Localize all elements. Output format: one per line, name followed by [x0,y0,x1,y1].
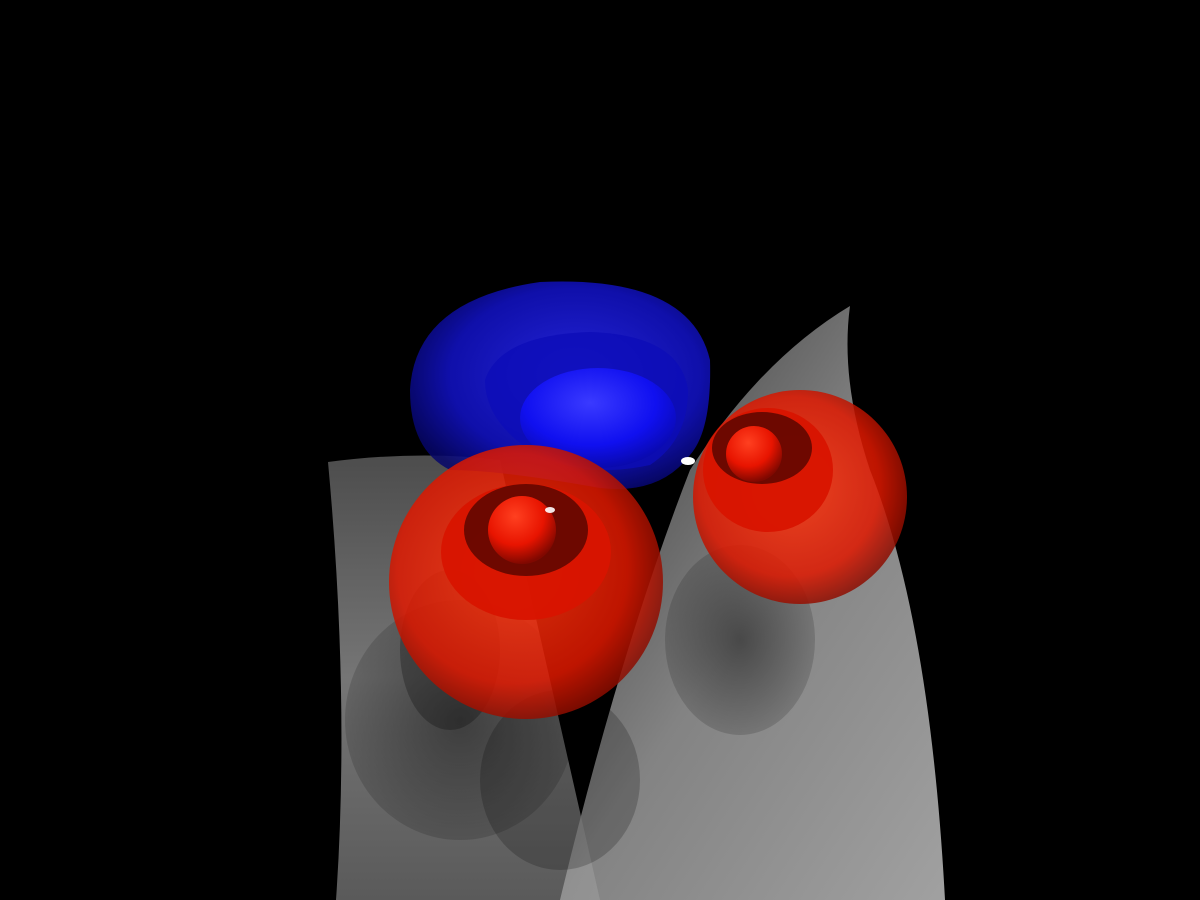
red-lobe-left-core [488,496,556,564]
blue-isosurface-core [520,368,676,468]
white-atom-marker [681,457,695,465]
shadow-center [480,690,640,870]
white-atom-highlight [545,507,555,513]
red-lobe-right-core [726,426,782,482]
